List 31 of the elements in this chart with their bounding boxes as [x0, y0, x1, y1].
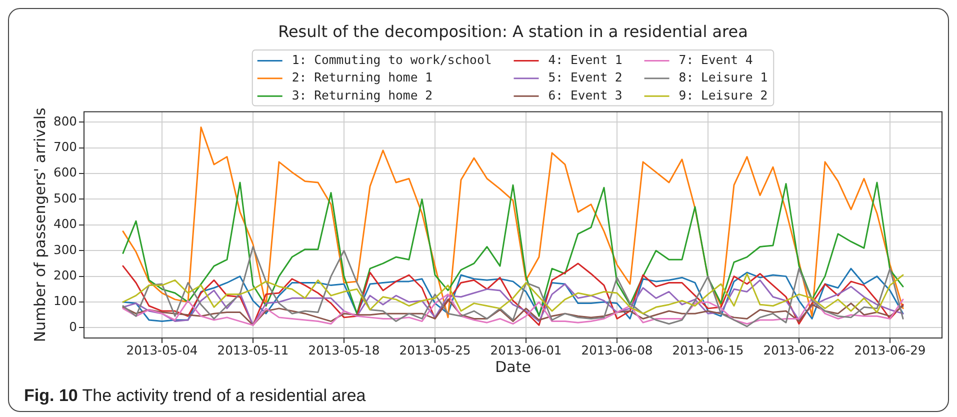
legend-label: 6: Event 3 [548, 88, 622, 102]
x-tick-label: 2013-06-15 [672, 344, 744, 358]
y-tick-label: 500 [54, 191, 77, 206]
y-tick-label: 400 [54, 217, 77, 232]
x-tick-label: 2013-05-18 [308, 344, 380, 358]
y-tick-label: 0 [69, 320, 77, 334]
legend-label: 7: Event 4 [678, 52, 753, 67]
y-tick-label: 300 [54, 242, 77, 257]
y-tick-label: 600 [54, 166, 77, 180]
y-tick-label: 800 [54, 114, 77, 128]
y-axis-title: Number of passengers' arrivals [30, 108, 49, 342]
legend-label: 3: Returning home 2 [292, 88, 433, 102]
y-tick-label: 700 [54, 140, 77, 154]
x-tick-label: 2013-06-29 [854, 344, 926, 358]
x-tick-label: 2013-06-01 [490, 344, 562, 358]
legend-label: 8: Leisure 1 [678, 70, 768, 85]
legend-label: 4: Event 1 [548, 52, 622, 67]
x-tick-label: 2013-05-11 [217, 344, 289, 358]
x-tick-label: 2013-05-25 [399, 344, 471, 358]
legend-label: 1: Commuting to work/school [292, 52, 492, 67]
chart-title: Result of the decomposition: A station in a residential area [277, 22, 749, 41]
x-tick-label: 2013-06-08 [581, 344, 653, 358]
x-tick-label: 2013-06-22 [763, 344, 835, 358]
x-tick-label: 2013-05-04 [126, 344, 198, 358]
y-tick-label: 100 [54, 294, 77, 308]
legend-label: 5: Event 2 [548, 70, 622, 85]
legend-label: 2: Returning home 1 [292, 70, 433, 85]
caption: Fig. 10 The activity trend of a residential area [24, 386, 366, 405]
x-axis-title: Date [495, 358, 531, 376]
y-tick-label: 200 [54, 268, 77, 283]
legend-label: 9: Leisure 2 [678, 88, 768, 102]
